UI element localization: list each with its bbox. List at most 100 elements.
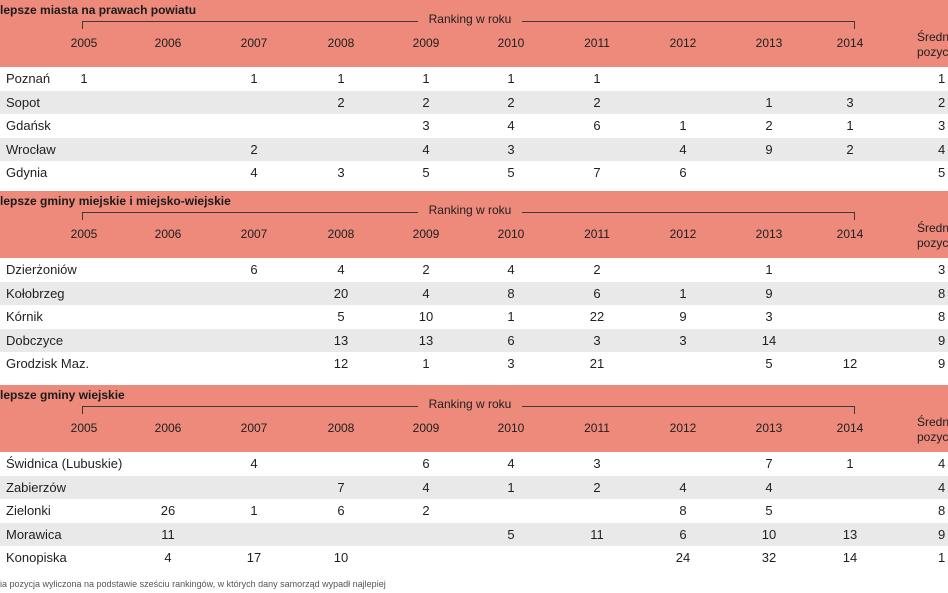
rank-cell: 10 (761, 526, 777, 542)
row-name: Sopot (6, 94, 40, 110)
avg-position-value: 9 (938, 526, 946, 542)
rank-cell: 11 (161, 526, 175, 542)
section-title: lepsze gminy miejskie i miejsko-wiejskie (0, 194, 231, 208)
year-header: 2010 (497, 421, 525, 435)
rank-cell: 7 (337, 479, 345, 495)
rank-cell: 1 (250, 71, 258, 86)
year-header: 2008 (327, 36, 355, 50)
table-row: Wrocław 2 4 3 4 9 2 4 (0, 137, 948, 161)
rank-cell: 4 (422, 285, 430, 301)
rank-cell: 4 (507, 262, 515, 277)
rank-cell: 2 (765, 118, 773, 133)
rank-cell: 4 (250, 456, 258, 471)
row-name: Dobczyce (6, 332, 64, 348)
row-name: Dzierżoniów (6, 262, 77, 277)
rank-cell: 1 (507, 71, 515, 86)
rank-cell: 2 (422, 262, 430, 277)
year-header: 2010 (497, 227, 525, 241)
rank-cell: 1 (593, 71, 601, 86)
table-row: Gdańsk 3 4 6 1 2 1 3 (0, 114, 948, 137)
rank-cell: 5 (765, 356, 773, 371)
avg-position-header: Średn (917, 221, 948, 235)
table-row: Dzierżoniów 6 4 2 4 2 1 3 (0, 258, 948, 281)
section-title: lepsze miasta na prawach powiatu (0, 3, 197, 17)
year-header: 2012 (669, 227, 697, 241)
rank-cell: 2 (593, 94, 601, 110)
rank-cell: 2 (250, 141, 258, 157)
avg-position-value: 4 (938, 141, 946, 157)
avg-position-value: 4 (938, 456, 946, 471)
rank-cell: 7 (593, 165, 601, 180)
table-row: Sopot 2 2 2 2 1 3 2 (0, 90, 948, 114)
rank-cell: 1 (422, 71, 430, 86)
avg-position-value: 1 (938, 550, 946, 565)
avg-position-header: pozyc (917, 236, 948, 250)
table-row: Dobczyce 13 13 6 3 3 14 9 (0, 328, 948, 352)
rank-cell: 3 (679, 332, 687, 348)
year-header: 2014 (836, 421, 864, 435)
rank-cell: 21 (589, 356, 605, 371)
rank-cell: 1 (337, 71, 345, 86)
table-row: Zielonki 26 1 6 2 8 5 8 (0, 499, 948, 522)
rank-cell: 5 (337, 309, 345, 324)
rank-cell: 17 (246, 550, 262, 565)
table-row: Morawica 11 5 11 6 10 13 9 (0, 522, 948, 546)
rank-cell: 1 (507, 309, 515, 324)
year-header: 2014 (836, 227, 864, 241)
avg-position-value: 3 (938, 118, 946, 133)
rank-cell: 10 (333, 550, 349, 565)
year-header: 2005 (70, 421, 98, 435)
year-header: 2014 (836, 36, 864, 50)
year-header: 2005 (70, 36, 98, 50)
row-name: Kórnik (6, 309, 43, 324)
year-header: 2009 (412, 36, 440, 50)
rank-cell: 14 (842, 550, 858, 565)
table-row: Poznań 1 1 1 1 1 1 1 (0, 67, 948, 90)
rank-cell: 6 (593, 118, 601, 133)
rank-cell: 1 (846, 456, 854, 471)
ranking-group-label: Ranking w roku (418, 12, 522, 26)
rank-cell: 4 (250, 165, 258, 180)
rank-cell: 6 (679, 165, 687, 180)
rank-cell: 5 (507, 526, 515, 542)
rank-cell: 12 (842, 356, 858, 371)
rank-cell: 3 (507, 356, 515, 371)
year-header: 2009 (412, 227, 440, 241)
rank-cell: 1 (765, 262, 773, 277)
ranking-group-label: Ranking w roku (418, 397, 522, 411)
rank-cell: 5 (765, 503, 773, 518)
year-header: 2008 (327, 421, 355, 435)
row-name: Wrocław (6, 141, 56, 157)
rank-cell: 1 (422, 356, 430, 371)
section-header: lepsze miasta na prawach powiatu Ranking … (0, 0, 948, 67)
rank-cell: 13 (842, 526, 858, 542)
avg-position-value: 3 (938, 262, 946, 277)
table-row: Świdnica (Lubuskie) 4 6 4 3 7 1 4 (0, 452, 948, 475)
rank-cell: 4 (422, 141, 430, 157)
row-name: Konopiska (6, 550, 67, 565)
rank-cell: 4 (507, 456, 515, 471)
row-name: Świdnica (Lubuskie) (6, 456, 123, 471)
year-header: 2013 (755, 227, 783, 241)
year-header: 2012 (669, 421, 697, 435)
section-header: lepsze gminy miejskie i miejsko-wiejskie… (0, 191, 948, 258)
rank-cell: 4 (765, 479, 773, 495)
rank-cell: 2 (593, 479, 601, 495)
avg-position-value: 8 (938, 309, 946, 324)
row-name: Zabierzów (6, 479, 66, 495)
rank-cell: 6 (422, 456, 430, 471)
row-name: Gdańsk (6, 118, 51, 133)
rank-cell: 9 (679, 309, 687, 324)
avg-position-header: Średn (917, 415, 948, 429)
avg-position-value: 9 (938, 332, 946, 348)
avg-position-value: 1 (938, 71, 946, 86)
year-header: 2006 (154, 36, 182, 50)
avg-position-value: 4 (938, 479, 946, 495)
rank-cell: 12 (333, 356, 349, 371)
rank-cell: 1 (765, 94, 773, 110)
rank-cell: 3 (593, 332, 601, 348)
rank-cell: 1 (679, 285, 687, 301)
section-header: lepsze gminy wiejskie Ranking w roku 2005 2… (0, 385, 948, 452)
rank-cell: 3 (507, 141, 515, 157)
year-header: 2007 (240, 227, 268, 241)
